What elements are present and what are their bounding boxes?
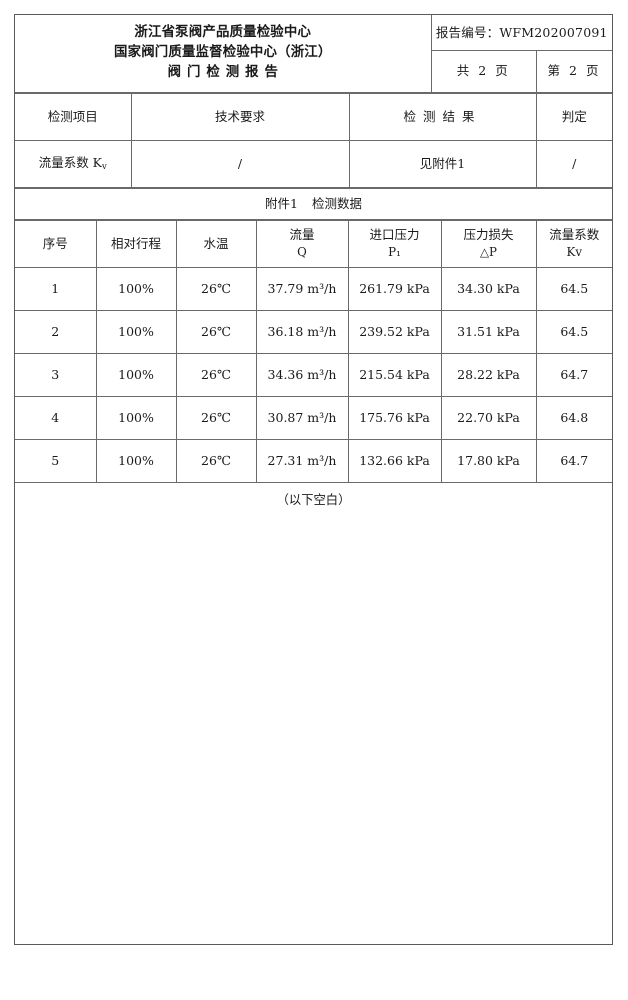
empty-page-area — [15, 508, 612, 928]
cell-flow: 37.79 m³/h — [255, 266, 349, 311]
col-header-pressure-loss: 压力损失 △P — [440, 219, 537, 268]
col-header-inlet-l1: 进口压力 — [369, 227, 420, 243]
cell-temp: 26℃ — [175, 438, 257, 483]
report-number-value: WFM202007091 — [499, 24, 608, 40]
cell-item-name: 流量系数 Kv — [15, 139, 132, 188]
cell-travel: 100% — [95, 395, 177, 440]
cell-pressure-loss: 28.22 kPa — [440, 352, 537, 397]
col-header-temp-l1: 水温 — [203, 235, 229, 251]
cell-no: 2 — [15, 309, 97, 354]
cell-requirement: / — [130, 139, 350, 188]
cell-inlet-pressure: 239.52 kPa — [347, 309, 442, 354]
col-header-travel: 相对行程 — [95, 219, 177, 268]
cell-flow: 30.87 m³/h — [255, 395, 349, 440]
cell-temp: 26℃ — [175, 352, 257, 397]
cell-kv: 64.5 — [535, 309, 612, 354]
result-table-row: 流量系数 Kv / 见附件1 / — [15, 139, 612, 188]
pages-total-cell: 共 2 页 — [430, 50, 537, 93]
report-number-cell: 报告编号：WFM202007091 — [430, 15, 612, 52]
col-header-inlet-pressure: 进口压力 P₁ — [347, 219, 442, 268]
cell-result: 见附件1 — [348, 139, 537, 188]
cell-no: 3 — [15, 352, 97, 397]
cell-flow: 34.36 m³/h — [255, 352, 349, 397]
item-name-subscript: v — [102, 161, 107, 172]
report-title-line-3: 阀门检测报告 — [167, 64, 284, 81]
col-header-loss-l2: △P — [479, 245, 497, 260]
col-header-item: 检测项目 — [15, 92, 132, 141]
cell-inlet-pressure: 215.54 kPa — [347, 352, 442, 397]
cell-pressure-loss: 22.70 kPa — [440, 395, 537, 440]
cell-kv: 64.8 — [535, 395, 612, 440]
col-header-requirement: 技术要求 — [130, 92, 350, 141]
col-header-verdict: 判定 — [535, 92, 612, 141]
attachment-caption-table: 附件1 检测数据 — [15, 187, 612, 220]
cell-kv: 64.7 — [535, 352, 612, 397]
cell-travel: 100% — [95, 438, 177, 483]
report-header-table: 浙江省泵阀产品质量检验中心 国家阀门质量监督检验中心（浙江） 阀门检测报告 报告… — [15, 15, 612, 93]
attachment-caption-left: 附件1 — [265, 195, 298, 211]
cell-no: 1 — [15, 266, 97, 311]
col-header-kv-l1: 流量系数 — [549, 227, 600, 243]
table-row: 5 100% 26℃ 27.31 m³/h 132.66 kPa 17.80 k… — [15, 438, 612, 483]
item-name-text: 流量系数 K — [38, 155, 102, 171]
cell-verdict: / — [535, 139, 612, 188]
attachment-caption-right: 检测数据 — [311, 195, 362, 211]
cell-kv: 64.7 — [535, 438, 612, 483]
col-header-flow-l1: 流量 — [289, 227, 315, 243]
col-header-travel-l1: 相对行程 — [110, 235, 161, 251]
report-title-block: 浙江省泵阀产品质量检验中心 国家阀门质量监督检验中心（浙江） 阀门检测报告 — [15, 15, 432, 93]
test-result-table: 检测项目 技术要求 检测结果 判定 流量系数 Kv / 见附件1 / — [15, 92, 612, 188]
cell-inlet-pressure: 132.66 kPa — [347, 438, 442, 483]
cell-pressure-loss: 17.80 kPa — [440, 438, 537, 483]
cell-inlet-pressure: 175.76 kPa — [347, 395, 442, 440]
report-page: 浙江省泵阀产品质量检验中心 国家阀门质量监督检验中心（浙江） 阀门检测报告 报告… — [14, 14, 613, 945]
blank-below-note: （以下空白） — [276, 492, 351, 507]
cell-travel: 100% — [95, 266, 177, 311]
attachment-data-table: 序号 相对行程 水温 流量 Q 进口压力 P₁ 压力损失 △ — [15, 219, 612, 483]
attachment-caption: 附件1 检测数据 — [15, 187, 612, 220]
col-header-loss-l1: 压力损失 — [463, 227, 514, 243]
col-header-kv: 流量系数 Kv — [535, 219, 612, 268]
cell-no: 5 — [15, 438, 97, 483]
table-row: 3 100% 26℃ 34.36 m³/h 215.54 kPa 28.22 k… — [15, 352, 612, 397]
table-row: 2 100% 26℃ 36.18 m³/h 239.52 kPa 31.51 k… — [15, 309, 612, 354]
col-header-kv-l2: Kv — [566, 245, 582, 260]
col-header-no-l1: 序号 — [42, 235, 68, 251]
table-row: 4 100% 26℃ 30.87 m³/h 175.76 kPa 22.70 k… — [15, 395, 612, 440]
col-header-flow-l2: Q — [297, 245, 307, 260]
org-title-line-1: 浙江省泵阀产品质量检验中心 — [134, 24, 312, 40]
cell-kv: 64.5 — [535, 266, 612, 311]
cell-temp: 26℃ — [175, 266, 257, 311]
result-table-header-row: 检测项目 技术要求 检测结果 判定 — [15, 92, 612, 141]
col-header-flow: 流量 Q — [255, 219, 349, 268]
col-header-temp: 水温 — [175, 219, 257, 268]
cell-travel: 100% — [95, 352, 177, 397]
table-row: 1 100% 26℃ 37.79 m³/h 261.79 kPa 34.30 k… — [15, 266, 612, 311]
cell-pressure-loss: 31.51 kPa — [440, 309, 537, 354]
report-number-label: 报告编号： — [435, 24, 500, 40]
org-title-line-2: 国家阀门质量监督检验中心（浙江） — [114, 44, 332, 61]
data-table-header-row: 序号 相对行程 水温 流量 Q 进口压力 P₁ 压力损失 △ — [15, 219, 612, 268]
pages-current-cell: 第 2 页 — [535, 50, 612, 93]
col-header-inlet-l2: P₁ — [388, 245, 401, 260]
cell-temp: 26℃ — [175, 309, 257, 354]
cell-no: 4 — [15, 395, 97, 440]
col-header-no: 序号 — [15, 219, 97, 268]
cell-inlet-pressure: 261.79 kPa — [347, 266, 442, 311]
cell-pressure-loss: 34.30 kPa — [440, 266, 537, 311]
col-header-result: 检测结果 — [348, 92, 537, 141]
cell-flow: 36.18 m³/h — [255, 309, 349, 354]
cell-travel: 100% — [95, 309, 177, 354]
cell-temp: 26℃ — [175, 395, 257, 440]
cell-flow: 27.31 m³/h — [255, 438, 349, 483]
